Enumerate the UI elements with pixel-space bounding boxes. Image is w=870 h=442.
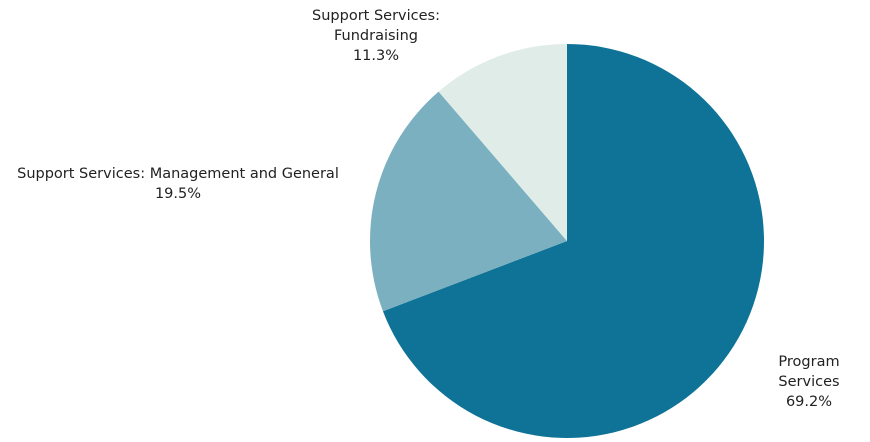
slice-label-management-and-general: Support Services: Management and General… — [10, 164, 346, 204]
slice-value-label: 69.2% — [785, 394, 833, 410]
slice-label-program-services: Program Services 69.2% — [770, 352, 848, 412]
pie-slice-support-services-management-and-general — [370, 91, 567, 312]
slice-value-label: 11.3% — [352, 48, 400, 64]
pie-slice-program-services — [382, 44, 765, 438]
slice-label-text: Support Services: Management and General — [17, 166, 339, 182]
pie-slice-support-services-fundraising — [438, 44, 567, 241]
slice-label-fundraising: Support Services: Fundraising 11.3% — [300, 6, 452, 66]
slice-label-text: Support Services: Fundraising — [312, 8, 440, 44]
slice-value-label: 19.5% — [154, 186, 202, 202]
slice-label-text: Program Services — [778, 354, 840, 390]
